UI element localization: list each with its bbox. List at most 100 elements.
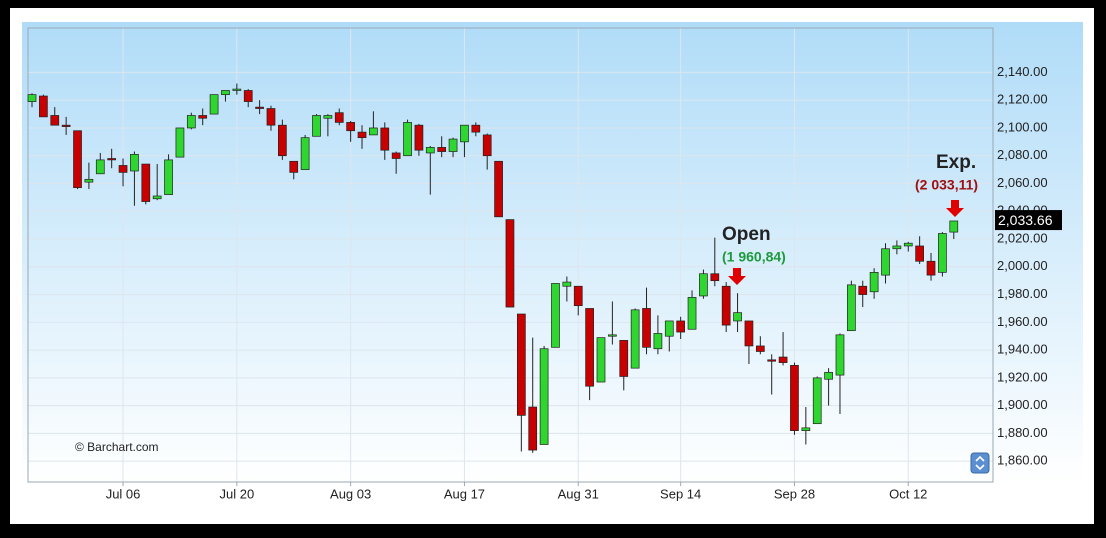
candle-body — [551, 283, 560, 348]
candle-body — [801, 427, 811, 431]
candle-body — [835, 334, 845, 376]
candle-body — [516, 313, 526, 416]
candles — [27, 83, 959, 453]
y-tick-label: 2,120.00 — [997, 92, 1048, 107]
candle-body — [471, 124, 481, 133]
candle-body — [573, 285, 583, 307]
candle-body — [790, 365, 799, 431]
candle-body — [425, 147, 435, 154]
candle-body — [596, 337, 606, 383]
candle-body — [562, 281, 572, 287]
annotation-title: Open — [722, 224, 771, 245]
candle-body — [585, 308, 594, 387]
candle-body — [255, 106, 264, 109]
candle-body — [50, 115, 60, 126]
candle-body — [346, 122, 355, 132]
axis-labels: 1,860.00 1,880.00 1,900.00 1,920.00 1,940.00… — [106, 64, 1062, 501]
candle-body — [300, 137, 310, 170]
scroll-button[interactable] — [970, 452, 990, 474]
y-tick-label: 1,860.00 — [997, 453, 1048, 468]
candle-body — [721, 285, 731, 326]
candle-body — [824, 371, 833, 380]
candle-body — [460, 124, 469, 143]
candle-body — [664, 320, 674, 337]
y-tick-label: 1,920.00 — [997, 369, 1048, 384]
candle-body — [687, 296, 697, 330]
candle-body — [767, 359, 777, 362]
candle-body — [630, 309, 640, 369]
candle-body — [391, 152, 401, 159]
candle-body — [357, 131, 367, 139]
candle-body — [39, 95, 48, 118]
candle-body — [733, 312, 742, 322]
x-tick-label: Oct 12 — [889, 486, 927, 501]
candle-body — [528, 406, 538, 451]
candle-body — [710, 273, 720, 282]
x-tick-label: Jul 06 — [106, 486, 141, 501]
candle-body — [881, 248, 890, 276]
y-tick-label: 2,060.00 — [997, 175, 1048, 190]
y-tick-label: 1,980.00 — [997, 286, 1048, 301]
last-price-box — [995, 210, 1062, 231]
candle-body — [448, 138, 458, 152]
x-tick-label: Aug 03 — [330, 486, 371, 501]
candle-body — [198, 115, 208, 119]
candle-body — [334, 112, 344, 123]
credit: © Barchart.com — [75, 440, 159, 454]
y-tick-label: 2,140.00 — [997, 64, 1048, 79]
candle-body — [949, 220, 959, 233]
candle-body — [107, 158, 117, 161]
candle-body — [744, 320, 754, 347]
candle-body — [494, 160, 503, 218]
candle-body — [95, 159, 105, 175]
candle-body — [858, 285, 868, 295]
candle-body — [221, 90, 230, 95]
candle-body — [380, 127, 390, 151]
candle-body — [778, 356, 788, 363]
y-tick-label: 1,960.00 — [997, 314, 1048, 329]
candle-body — [915, 245, 924, 262]
y-tick-label: 1,880.00 — [997, 425, 1048, 440]
candle-body — [175, 127, 185, 158]
candle-body — [847, 284, 856, 332]
candle-body — [323, 115, 333, 119]
candle-body — [152, 195, 162, 200]
candle-body — [130, 153, 139, 172]
x-tick-label: Sep 28 — [774, 486, 815, 501]
candle-body — [266, 108, 276, 126]
candle-body — [243, 90, 253, 102]
annotation-label: (2 033,11) — [915, 177, 978, 193]
candle-body — [61, 124, 71, 127]
candle-body — [118, 165, 128, 173]
y-tick-label: 2,020.00 — [997, 230, 1048, 245]
candle-body — [414, 124, 424, 151]
candle-body — [676, 320, 686, 333]
annotation-arrow — [946, 200, 964, 217]
candle-body — [892, 245, 902, 250]
candle-body — [27, 94, 37, 102]
candle-body — [289, 160, 299, 173]
candle-body — [926, 260, 936, 276]
candle-body — [619, 340, 629, 377]
candle-body — [653, 333, 663, 350]
candle-body — [437, 147, 447, 152]
candle-body — [312, 115, 321, 137]
candle-body — [642, 308, 651, 348]
candle-body — [209, 94, 219, 115]
candle-body — [812, 377, 822, 425]
candle-body — [903, 242, 913, 247]
y-tick-label: 2,080.00 — [997, 147, 1048, 162]
candle-body — [539, 348, 549, 445]
candle-body — [403, 122, 412, 157]
candle-body — [141, 163, 151, 202]
candle-body — [869, 272, 879, 293]
annotation-title: Exp. — [936, 152, 976, 173]
annotation-arrow — [728, 268, 746, 285]
candle-body — [938, 233, 947, 273]
candle-body — [482, 134, 492, 157]
x-tick-label: Aug 17 — [444, 486, 485, 501]
candle-body — [608, 334, 617, 337]
x-tick-label: Aug 31 — [558, 486, 599, 501]
